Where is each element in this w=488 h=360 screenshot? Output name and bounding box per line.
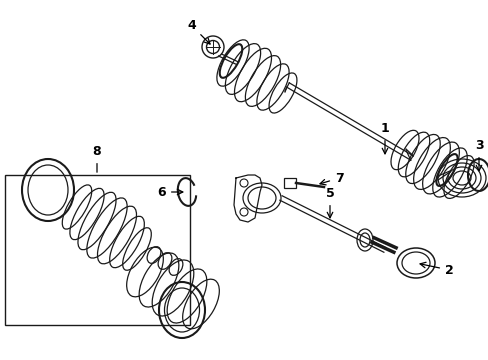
FancyBboxPatch shape [284, 178, 295, 188]
Text: 3: 3 [474, 139, 482, 171]
Bar [5, 175, 190, 325]
Text: 7: 7 [319, 171, 343, 185]
Text: 6: 6 [157, 185, 183, 198]
Text: 2: 2 [419, 262, 453, 276]
Text: 1: 1 [380, 122, 388, 154]
Text: 4: 4 [187, 19, 210, 44]
Text: 5: 5 [325, 187, 334, 218]
Text: 8: 8 [93, 145, 101, 172]
